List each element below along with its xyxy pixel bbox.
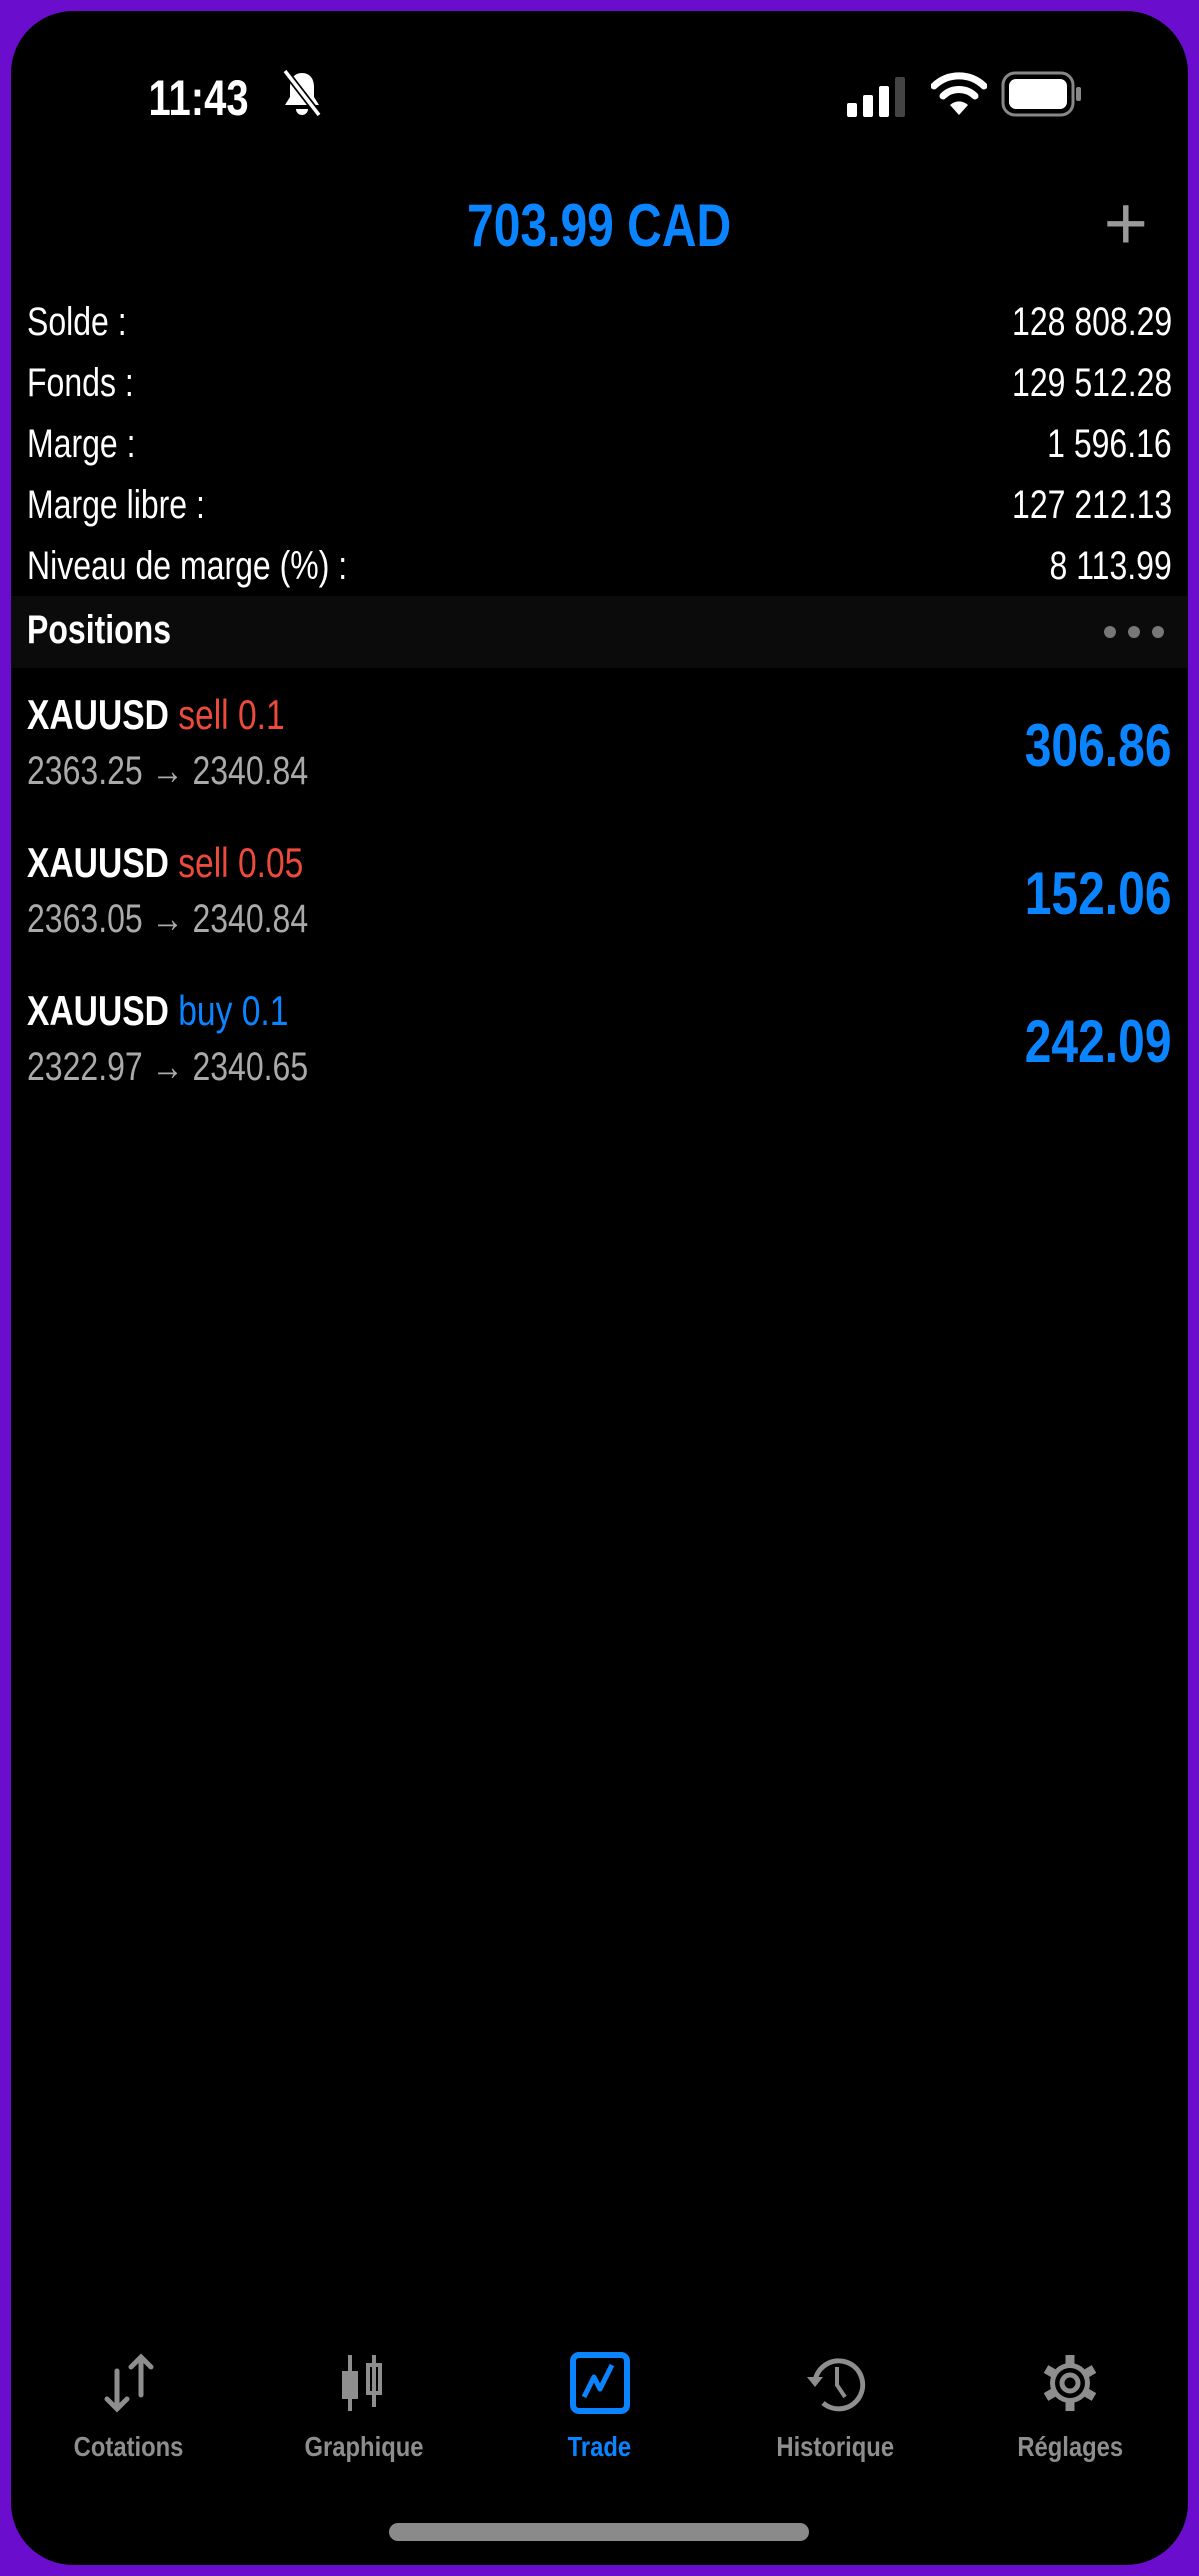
- position-item[interactable]: XAUUSD sell 0.1 2363.25 → 2340.84 306.86: [27, 691, 1172, 793]
- position-profit: 152.06: [1025, 860, 1172, 927]
- candlestick-icon: [342, 2355, 383, 2411]
- cellular-signal-icon: [847, 77, 905, 117]
- equity-title: 703.99 CAD: [467, 192, 732, 259]
- battery-icon: [1001, 71, 1081, 117]
- positions-header: Positions: [11, 596, 1188, 668]
- position-profit: 242.09: [1025, 1008, 1172, 1075]
- position-item[interactable]: XAUUSD buy 0.1 2322.97 → 2340.65 242.09: [27, 987, 1172, 1089]
- tab-graphique[interactable]: Graphique: [246, 2351, 481, 2471]
- tab-historique[interactable]: Historique: [717, 2351, 952, 2471]
- tab-trade[interactable]: Trade: [482, 2351, 717, 2471]
- account-row-margin: Marge :1 596.16: [27, 422, 1172, 466]
- tab-bar: Cotations Graphique Trade Historique Rég…: [11, 2351, 1188, 2471]
- status-time: 11:43: [148, 70, 249, 126]
- trade-chart-icon: [569, 2352, 630, 2414]
- gear-icon: [1044, 2355, 1097, 2411]
- app-screen: 11:43 703.99 CAD + Solde :128 808.29 Fon…: [11, 11, 1188, 2565]
- bell-slash-icon: [282, 69, 322, 117]
- account-row-equity: Fonds :129 512.28: [27, 361, 1172, 405]
- account-row-free-margin: Marge libre :127 212.13: [27, 483, 1172, 527]
- position-profit: 306.86: [1025, 712, 1172, 779]
- tab-cotations[interactable]: Cotations: [11, 2351, 246, 2471]
- plus-icon[interactable]: +: [1103, 181, 1148, 266]
- home-indicator[interactable]: [389, 2523, 809, 2541]
- positions-title: Positions: [27, 608, 172, 652]
- account-row-balance: Solde :128 808.29: [27, 300, 1172, 344]
- more-dots-icon[interactable]: [1104, 626, 1164, 638]
- account-row-margin-level: Niveau de marge (%) :8 113.99: [27, 544, 1172, 588]
- wifi-icon: [931, 72, 987, 115]
- arrows-up-down-icon: [104, 2353, 154, 2413]
- tab-reglages[interactable]: Réglages: [953, 2351, 1188, 2471]
- position-item[interactable]: XAUUSD sell 0.05 2363.05 → 2340.84 152.0…: [27, 839, 1172, 941]
- history-icon: [806, 2358, 866, 2412]
